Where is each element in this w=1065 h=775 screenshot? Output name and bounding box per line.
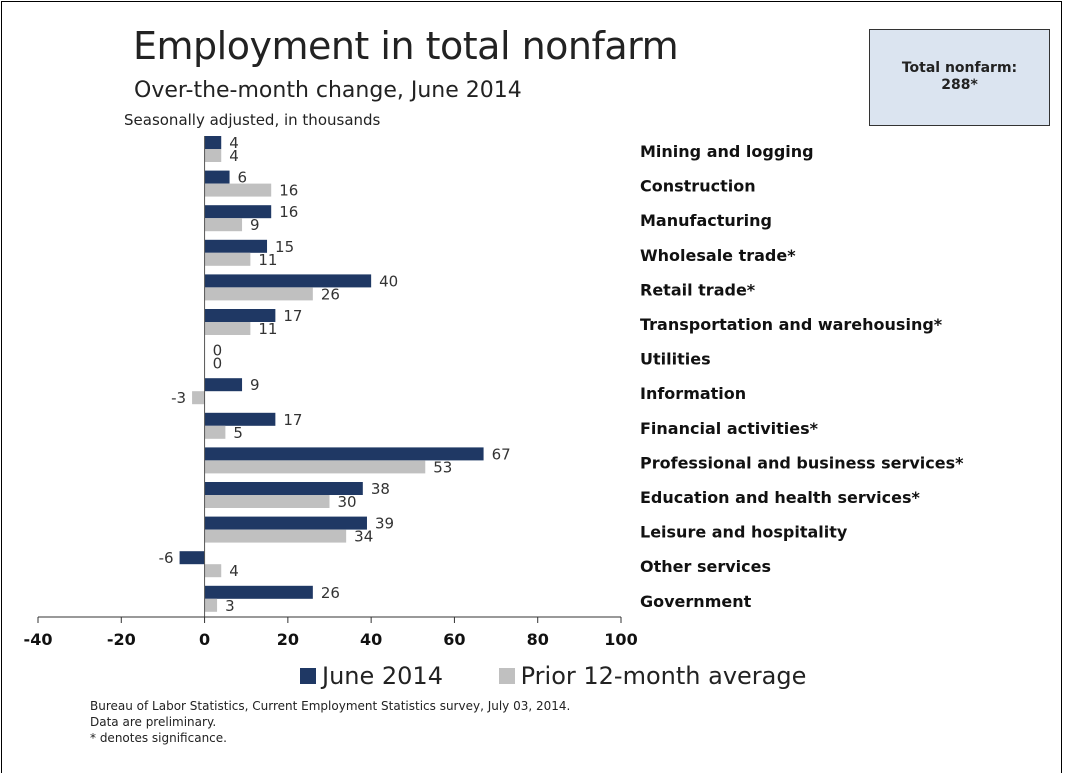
category-label: Wholesale trade* bbox=[640, 246, 796, 265]
category-label: Government bbox=[640, 592, 752, 611]
x-tick-label: 80 bbox=[527, 630, 549, 649]
bar-value-label: 4 bbox=[229, 562, 239, 580]
bar-value-label: 3 bbox=[225, 597, 235, 615]
bar-june bbox=[204, 412, 276, 426]
x-tick-label: -20 bbox=[107, 630, 136, 649]
bar-june bbox=[204, 482, 363, 495]
category-label: Information bbox=[640, 384, 746, 403]
legend-swatch-june bbox=[300, 668, 316, 684]
category-label: Construction bbox=[640, 177, 756, 196]
bar-value-label: 9 bbox=[250, 216, 260, 234]
bar-value-label: 67 bbox=[492, 445, 511, 463]
bar-value-label: 30 bbox=[338, 493, 357, 511]
bar-june bbox=[204, 447, 484, 461]
bar-value-label: 5 bbox=[233, 424, 243, 442]
bar-value-label: 38 bbox=[371, 480, 390, 498]
bar-value-label: -3 bbox=[171, 389, 186, 407]
legend-item-prior: Prior 12-month average bbox=[498, 662, 807, 690]
bar-prior bbox=[204, 564, 222, 578]
x-tick-label: 40 bbox=[360, 630, 382, 649]
bar-june bbox=[204, 309, 276, 322]
bar-value-label: 16 bbox=[279, 182, 298, 200]
bar-value-label: 4 bbox=[229, 147, 239, 165]
bar-value-label: 9 bbox=[250, 376, 260, 394]
total-nonfarm-box: Total nonfarm: 288* bbox=[869, 29, 1050, 126]
bar-value-label: 0 bbox=[213, 355, 223, 373]
bar-value-label: 11 bbox=[258, 251, 277, 269]
bar-value-label: 40 bbox=[379, 272, 398, 290]
category-label: Utilities bbox=[640, 350, 711, 369]
legend-item-june: June 2014 bbox=[300, 662, 443, 690]
bar-value-label: 17 bbox=[283, 411, 302, 429]
bar-june bbox=[204, 585, 313, 599]
chart-title: Employment in total nonfarm bbox=[133, 24, 679, 68]
bar-value-label: 16 bbox=[279, 203, 298, 221]
legend: June 2014 Prior 12-month average bbox=[300, 662, 854, 690]
legend-label-june: June 2014 bbox=[322, 662, 443, 690]
x-tick-label: 20 bbox=[277, 630, 299, 649]
chart-subtitle: Over-the-month change, June 2014 bbox=[134, 78, 522, 103]
bar-value-label: 39 bbox=[375, 515, 394, 533]
bar-prior bbox=[204, 495, 330, 508]
bar-value-label: 17 bbox=[283, 307, 302, 325]
source-line: Data are preliminary. bbox=[90, 715, 217, 729]
legend-label-prior: Prior 12-month average bbox=[520, 662, 807, 690]
bar-june bbox=[204, 274, 372, 288]
bar-prior bbox=[204, 322, 251, 335]
source-line: Bureau of Labor Statistics, Current Empl… bbox=[90, 699, 571, 713]
category-label: Mining and logging bbox=[640, 142, 814, 161]
bar-june bbox=[204, 378, 243, 392]
bar-prior bbox=[204, 529, 347, 543]
bar-value-label: 53 bbox=[433, 458, 452, 476]
bar-prior bbox=[204, 149, 222, 162]
bar-value-label: 6 bbox=[238, 169, 248, 187]
bar-june bbox=[204, 136, 222, 149]
category-label: Retail trade* bbox=[640, 280, 756, 299]
total-nonfarm-label: Total nonfarm: bbox=[901, 60, 1018, 76]
x-tick-label: 0 bbox=[199, 630, 210, 649]
bar-value-label: 0 bbox=[213, 342, 223, 360]
source-line: * denotes significance. bbox=[90, 731, 227, 745]
x-tick-label: 100 bbox=[604, 630, 637, 649]
bar-june bbox=[204, 516, 367, 530]
bar-june bbox=[179, 551, 205, 565]
bar-june bbox=[204, 239, 268, 253]
category-label: Financial activities* bbox=[640, 419, 819, 438]
x-tick-label: 60 bbox=[443, 630, 465, 649]
bar-value-label: 11 bbox=[258, 320, 277, 338]
bar-value-label: 26 bbox=[321, 584, 340, 602]
category-label: Other services bbox=[640, 557, 771, 576]
bar-value-label: 15 bbox=[275, 238, 294, 256]
category-label: Manufacturing bbox=[640, 211, 772, 230]
category-label: Transportation and warehousing* bbox=[640, 315, 943, 334]
bar-prior bbox=[204, 598, 218, 612]
bar-prior bbox=[204, 183, 272, 197]
category-label: Professional and business services* bbox=[640, 453, 964, 472]
bar-value-label: 4 bbox=[229, 134, 239, 152]
bar-prior bbox=[192, 391, 205, 405]
total-nonfarm-value: 288* bbox=[941, 77, 978, 93]
bar-june bbox=[204, 170, 230, 184]
chart-units-note: Seasonally adjusted, in thousands bbox=[124, 111, 381, 129]
bar-prior bbox=[204, 460, 426, 474]
bar-prior bbox=[204, 287, 313, 301]
source-notes: Bureau of Labor Statistics, Current Empl… bbox=[90, 698, 570, 746]
bar-value-label: -6 bbox=[159, 549, 174, 567]
x-tick-label: -40 bbox=[24, 630, 53, 649]
legend-swatch-prior bbox=[498, 668, 515, 684]
bar-value-label: 34 bbox=[354, 528, 373, 546]
bar-prior bbox=[204, 425, 226, 439]
category-label: Education and health services* bbox=[640, 488, 921, 507]
category-label: Leisure and hospitality bbox=[640, 523, 848, 542]
bar-value-label: 26 bbox=[321, 285, 340, 303]
bar-prior bbox=[204, 218, 243, 232]
bar-prior bbox=[204, 252, 251, 266]
bar-june bbox=[204, 205, 272, 219]
